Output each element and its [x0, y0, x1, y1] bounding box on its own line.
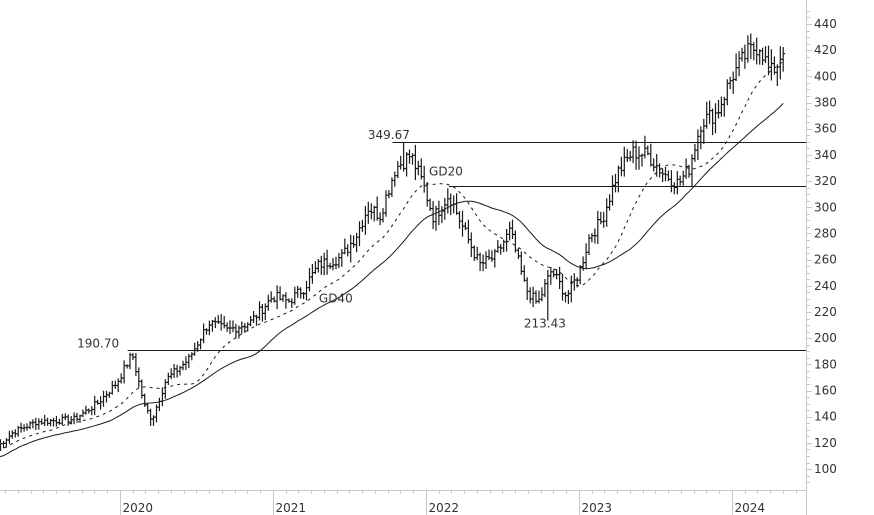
- y-tick-label: 160: [814, 384, 837, 398]
- annotation-label: GD20: [429, 164, 463, 178]
- y-tick-label: 140: [814, 410, 837, 424]
- x-tick-label: 2022: [429, 501, 460, 515]
- gd20-line: [0, 60, 784, 450]
- y-tick-label: 280: [814, 226, 837, 240]
- annotation-label: 190.70: [77, 336, 119, 350]
- x-tick-label: 2023: [582, 501, 613, 515]
- y-tick-label: 340: [814, 148, 837, 162]
- x-tick-label: 2020: [123, 501, 154, 515]
- y-tick-label: 260: [814, 253, 837, 267]
- gd20-path: [0, 60, 784, 450]
- y-tick-label: 100: [814, 462, 837, 476]
- y-tick-label: 300: [814, 200, 837, 214]
- gd40-line: [0, 103, 784, 458]
- annotation-label: 349.67: [368, 128, 410, 142]
- ohlc-bars: [0, 33, 786, 451]
- y-tick-label: 240: [814, 279, 837, 293]
- horizontal-lines: [127, 142, 806, 351]
- y-tick-label: 400: [814, 69, 837, 83]
- x-axis: 2020 2021 2022 2023 2024: [0, 490, 806, 515]
- y-tick-label: 380: [814, 96, 837, 110]
- y-tick-label: 180: [814, 357, 837, 371]
- y-tick-label: 200: [814, 331, 837, 345]
- annotations: 349.67 190.70 GD20 GD40 213.43: [77, 128, 566, 350]
- y-tick-label: 440: [814, 17, 837, 31]
- annotation-label: GD40: [319, 291, 353, 305]
- y-tick-label: 360: [814, 122, 837, 136]
- y-tick-label: 120: [814, 436, 837, 450]
- y-axis: 100 120 140 160 180 200 220 240 260 280 300 320 340 3…: [806, 0, 837, 515]
- x-tick-label: 2021: [276, 501, 307, 515]
- x-tick-label: 2024: [735, 501, 766, 515]
- y-tick-label: 320: [814, 174, 837, 188]
- ohlc-bar-path: [0, 33, 786, 451]
- gd40-path: [0, 103, 784, 458]
- y-tick-label: 220: [814, 305, 837, 319]
- y-tick-label: 420: [814, 43, 837, 57]
- annotation-label: 213.43: [524, 316, 566, 330]
